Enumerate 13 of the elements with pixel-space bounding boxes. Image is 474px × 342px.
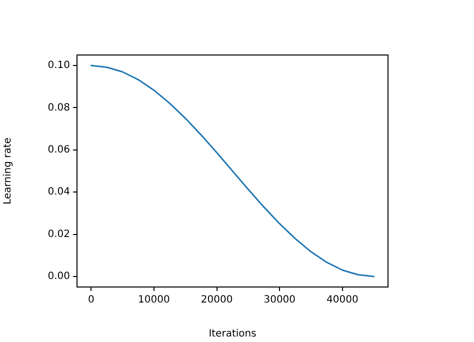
y-tick-label: 0.00	[48, 271, 70, 282]
y-tick-label: 0.10	[48, 60, 70, 72]
y-tick-label: 0.08	[48, 102, 70, 114]
x-tick-label: 40000	[326, 294, 358, 306]
y-tick-label: 0.04	[48, 186, 70, 198]
x-tick-label: 30000	[264, 294, 296, 306]
x-tick-label: 0	[88, 294, 94, 306]
y-tick-label: 0.06	[48, 144, 70, 156]
x-axis-title: Iterations	[208, 328, 256, 340]
x-tick-label: 10000	[138, 294, 170, 306]
x-tick-label: 20000	[200, 294, 233, 306]
y-tick-label: 0.02	[48, 228, 70, 240]
y-axis-title: Learning rate	[2, 138, 14, 204]
